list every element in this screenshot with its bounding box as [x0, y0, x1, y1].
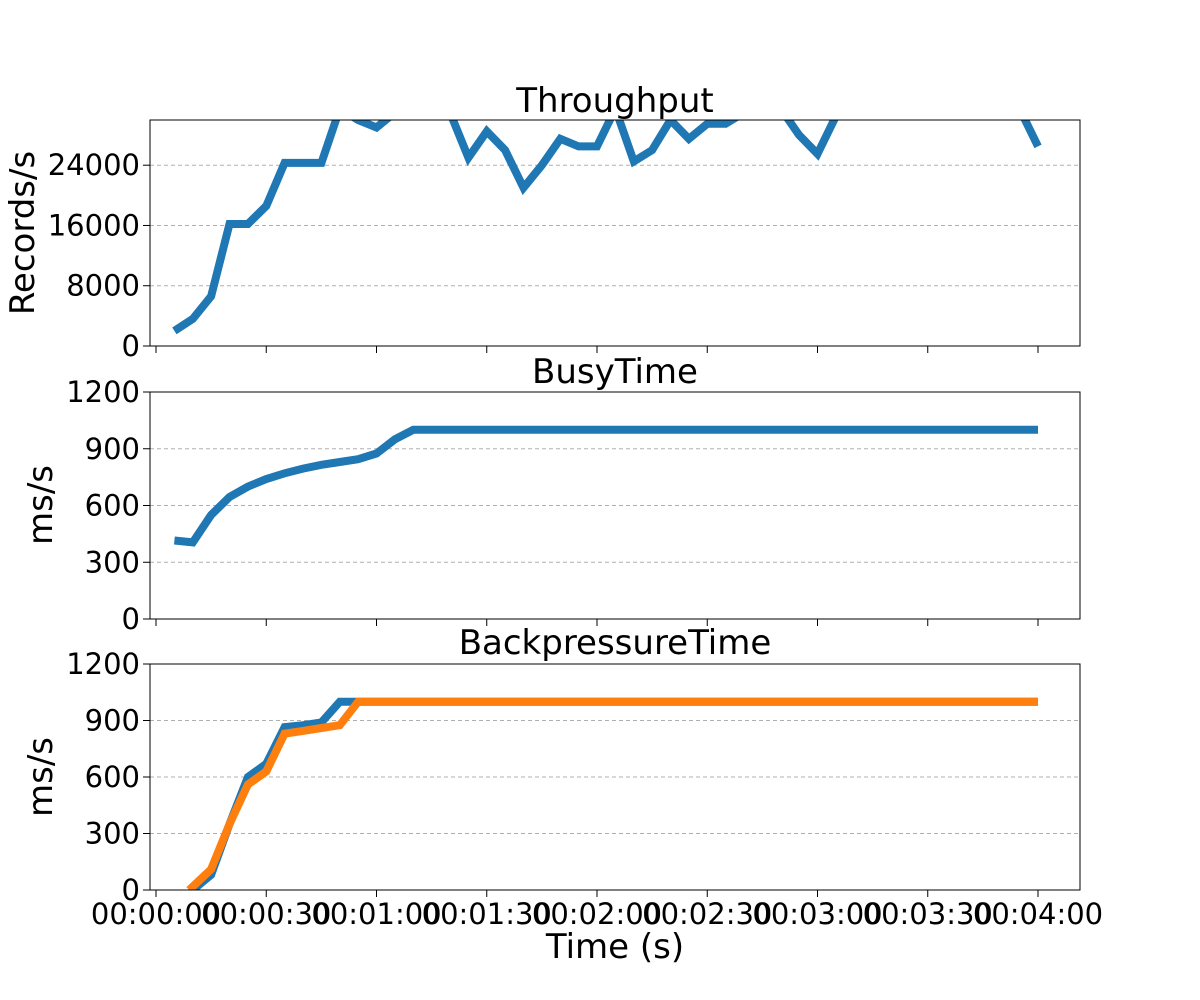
grid-lines: [150, 720, 1080, 834]
y-tick-label: 300: [85, 545, 140, 579]
y-tick-label: 1200: [66, 375, 140, 409]
grid-lines: [150, 164, 1080, 287]
y-tick-label: 16000: [48, 208, 140, 242]
series-lines: [172, 120, 1042, 335]
x-ticks: [155, 346, 1039, 353]
y-ticks: 0 300 600 900 1200: [66, 375, 150, 636]
y-tick-label: 900: [85, 432, 140, 466]
y-ticks: 0 300 600 900 1200: [66, 647, 150, 907]
y-axis-label: ms/s: [21, 465, 61, 545]
plot-frame: [149, 119, 1081, 347]
x-tick-label: 00:02:00: [532, 897, 662, 931]
y-tick-label: 600: [85, 760, 140, 794]
grid-lines: [150, 448, 1080, 563]
y-tick-label: 900: [85, 704, 140, 738]
x-axis-label: Time (s): [545, 927, 684, 967]
y-tick-label: 8000: [66, 269, 140, 303]
x-tick-label: 00:00:30: [201, 897, 331, 931]
plot-frame: [149, 663, 1081, 891]
x-tick-label: 00:00:00: [91, 897, 221, 931]
x-tick-label: 00:03:00: [752, 897, 882, 931]
panel-busytime: BusyTime ms/s 0 300 600 900 1200: [21, 352, 1081, 636]
y-tick-label: 0: [122, 873, 140, 907]
panel-title: BusyTime: [532, 352, 698, 392]
series-lines: [186, 697, 1038, 890]
y-ticks: 0 8000 16000 24000: [48, 148, 150, 363]
series-line-0: [173, 425, 1038, 547]
series-line-0: [172, 120, 1042, 335]
x-ticks: [155, 619, 1039, 626]
y-tick-label: 300: [85, 817, 140, 851]
x-ticks: 00:00:0000:00:3000:01:0000:01:3000:02:00…: [91, 890, 1103, 931]
y-tick-label: 1200: [66, 647, 140, 681]
panel-throughput: Throughput Records/s 0 8000 16000 24000: [3, 81, 1081, 363]
y-tick-label: 24000: [48, 148, 140, 182]
x-tick-label: 00:01:00: [311, 897, 441, 931]
plot-frame: [149, 391, 1081, 620]
panel-title: BackpressureTime: [459, 623, 772, 663]
series-lines: [173, 425, 1038, 547]
panel-backpressuretime: BackpressureTime ms/s Time (s) 0 300 600 90…: [21, 623, 1103, 967]
series-line-1: [186, 697, 1038, 890]
panel-title: Throughput: [515, 81, 714, 121]
y-tick-label: 600: [85, 489, 140, 523]
x-tick-label: 00:03:30: [863, 897, 993, 931]
y-tick-label: 0: [122, 329, 140, 363]
y-tick-label: 0: [122, 602, 140, 636]
x-tick-label: 00:01:30: [422, 897, 552, 931]
y-axis-label: ms/s: [21, 737, 61, 817]
x-tick-label: 00:02:30: [642, 897, 772, 931]
y-axis-label: Records/s: [3, 151, 43, 315]
x-tick-label: 00:04:00: [973, 897, 1103, 931]
